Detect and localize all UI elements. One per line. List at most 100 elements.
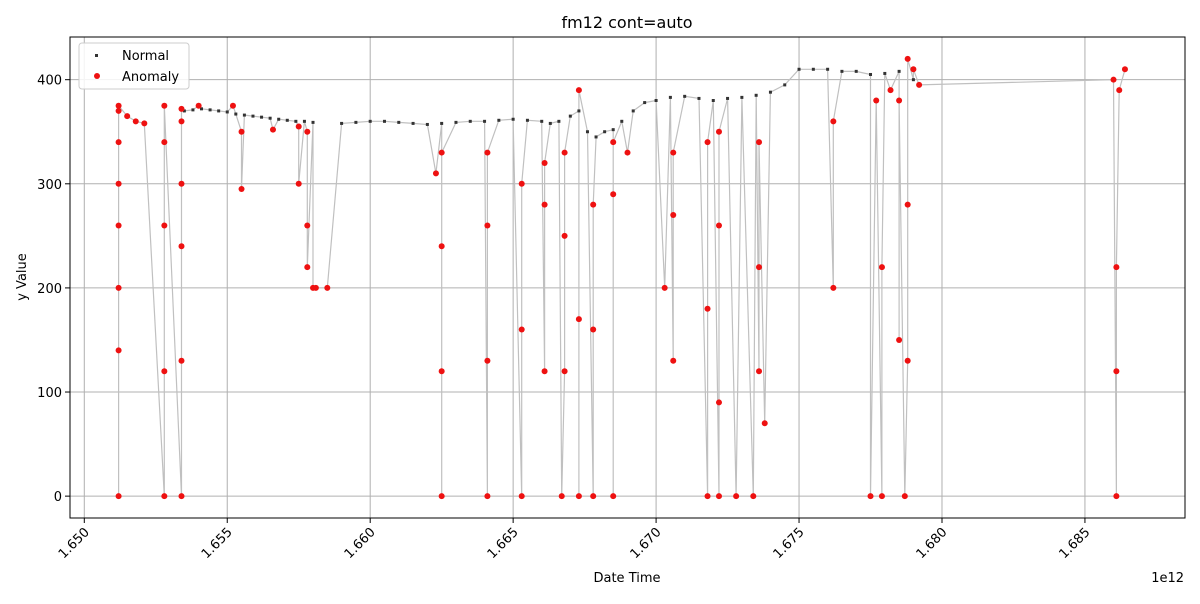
anomaly-point	[575, 87, 582, 94]
anomaly-point	[896, 97, 903, 104]
anomaly-point	[878, 264, 885, 271]
anomaly-point	[484, 357, 491, 364]
anomaly-point	[590, 326, 597, 333]
normal-point	[603, 130, 607, 134]
anomaly-point	[161, 139, 168, 146]
y-tick-label: 300	[37, 178, 62, 193]
y-tick-label: 400	[37, 74, 62, 89]
anomaly-point	[704, 139, 711, 146]
normal-point	[768, 90, 772, 94]
anomaly-point	[1113, 264, 1120, 271]
anomaly-point	[756, 264, 763, 271]
normal-point	[200, 107, 204, 111]
anomaly-point	[312, 284, 319, 291]
normal-point	[711, 99, 715, 103]
normal-point	[285, 118, 289, 122]
legend-anomaly-marker	[94, 73, 100, 79]
normal-point	[585, 130, 589, 134]
anomaly-point	[541, 159, 548, 166]
anomaly-point	[575, 316, 582, 323]
anomaly-point	[304, 264, 311, 271]
anomaly-point	[590, 201, 597, 208]
anomaly-point	[115, 222, 122, 229]
anomaly-point	[229, 102, 236, 109]
anomaly-point	[1116, 87, 1123, 94]
y-axis-title: y Value	[15, 253, 30, 301]
plot-frame	[69, 36, 1186, 519]
anomaly-point	[438, 493, 445, 500]
legend-normal-label: Normal	[122, 49, 169, 64]
anomaly-points-layer	[115, 55, 1128, 500]
normal-point	[242, 113, 246, 117]
grid-layer	[70, 37, 1185, 518]
anomaly-point	[624, 149, 631, 156]
anomaly-point	[558, 493, 565, 500]
anomaly-point	[438, 368, 445, 375]
anomaly-point	[178, 243, 185, 250]
normal-point	[631, 109, 635, 113]
y-tick-label: 100	[37, 386, 62, 401]
normal-point	[620, 119, 624, 123]
normal-point	[260, 115, 264, 119]
anomaly-point	[141, 120, 148, 127]
anomaly-point	[324, 284, 331, 291]
anomaly-point	[756, 139, 763, 146]
normal-point	[726, 96, 730, 100]
normal-point	[594, 135, 598, 139]
anomaly-point	[1110, 76, 1117, 83]
anomaly-point	[269, 126, 276, 133]
anomaly-point	[161, 222, 168, 229]
anomaly-point	[904, 55, 911, 62]
normal-point	[382, 119, 386, 123]
anomaly-point	[715, 222, 722, 229]
normal-point	[217, 109, 221, 113]
anomaly-point	[178, 118, 185, 125]
anomaly-point	[715, 399, 722, 406]
anomaly-point	[878, 493, 885, 500]
normal-point	[511, 117, 515, 121]
anomaly-point	[830, 118, 837, 125]
anomaly-point	[115, 284, 122, 291]
anomaly-point	[1121, 66, 1128, 73]
anomaly-point	[715, 128, 722, 135]
anomaly-point	[610, 139, 617, 146]
anomaly-point	[541, 201, 548, 208]
anomaly-point	[1113, 493, 1120, 500]
anomaly-point	[178, 105, 185, 112]
anomaly-point	[670, 212, 677, 219]
normal-point	[440, 121, 444, 125]
normal-point	[643, 101, 647, 105]
anomaly-point	[115, 107, 122, 114]
anomaly-point	[904, 201, 911, 208]
anomaly-point	[901, 493, 908, 500]
normal-point	[468, 119, 472, 123]
y-tick-label: 0	[54, 490, 62, 505]
normal-point	[557, 119, 561, 123]
anomaly-point	[438, 149, 445, 156]
normal-point	[302, 119, 306, 123]
anomaly-point	[161, 368, 168, 375]
normal-point	[740, 95, 744, 99]
anomaly-point	[867, 493, 874, 500]
normal-point	[411, 121, 415, 125]
legend-box	[78, 42, 190, 90]
anomaly-point	[887, 87, 894, 94]
normal-point	[611, 128, 615, 132]
anomaly-point	[904, 357, 911, 364]
normal-point	[811, 67, 815, 71]
anomaly-point	[715, 493, 722, 500]
normal-point	[191, 108, 195, 112]
anomaly-point	[670, 149, 677, 156]
anomaly-point	[115, 493, 122, 500]
normal-point	[668, 95, 672, 99]
normal-point	[208, 108, 212, 112]
normal-point	[869, 72, 873, 76]
normal-point	[577, 109, 581, 113]
anomaly-point	[590, 493, 597, 500]
anomaly-point	[541, 368, 548, 375]
normal-point	[277, 117, 281, 121]
anomaly-point	[916, 81, 923, 88]
anomaly-point	[195, 102, 202, 109]
normal-point	[548, 121, 552, 125]
